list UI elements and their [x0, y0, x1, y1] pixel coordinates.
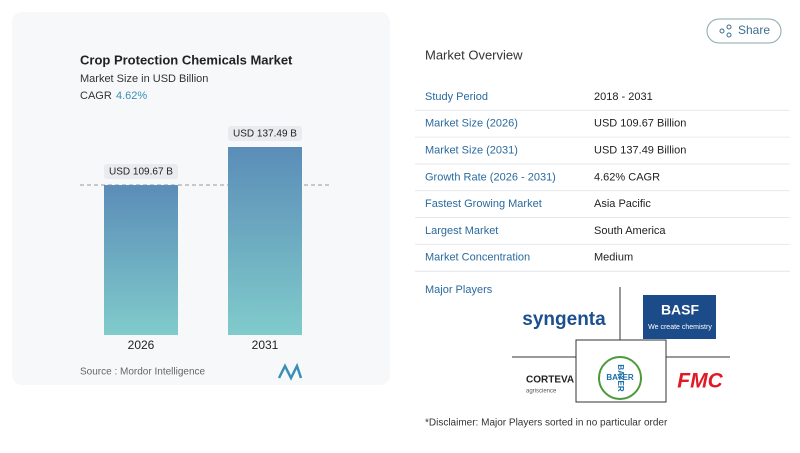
row-bg [415, 164, 790, 191]
value-label: USD 137.49 B [233, 129, 297, 140]
x-tick-label: 2031 [252, 338, 279, 352]
logos: syngenta BASF We create chemistry BAYER … [512, 287, 730, 403]
chart-title: Crop Protection Chemicals Market [80, 52, 293, 67]
row-label: Study Period [425, 91, 488, 103]
value-label-box [228, 126, 302, 141]
logo-bayer: BAYER [606, 373, 633, 382]
share-icon [726, 24, 732, 30]
row-label: Largest Market [425, 225, 498, 237]
cagr-label: CAGR [80, 90, 112, 102]
logo-basf-box [643, 295, 716, 339]
row-bg [415, 191, 790, 218]
divider [575, 339, 667, 403]
logo-corteva-tag: agriscience [526, 389, 557, 395]
bar [228, 147, 302, 335]
row-bg [415, 84, 790, 110]
share-box[interactable] [706, 18, 782, 44]
row-value: USD 109.67 Billion [594, 118, 686, 130]
row-label: Market Concentration [425, 252, 530, 264]
overview-title: Market Overview [425, 47, 523, 62]
row-bg [415, 110, 790, 137]
row-value: Asia Pacific [594, 198, 651, 210]
brand-logo [277, 362, 303, 381]
logo-fmc: FMC [677, 370, 723, 393]
share-button[interactable]: Share [706, 18, 782, 44]
logo-basf: BASF [661, 302, 700, 318]
value-label-box [104, 164, 178, 180]
row-bg [415, 244, 790, 271]
row-label: Fastest Growing Market [425, 198, 542, 210]
row-bg [415, 137, 790, 164]
x-tick-label: 2026 [128, 338, 155, 352]
cagr-value: 4.62% [116, 90, 147, 102]
bar [104, 185, 178, 335]
row-bg [415, 218, 790, 244]
row-value: 4.62% CAGR [594, 171, 660, 183]
chart-subtitle: Market Size in USD Billion [80, 73, 208, 85]
row-value: 2018 - 2031 [594, 91, 653, 103]
source: Source : Mordor Intelligence [80, 367, 206, 378]
value-label: USD 109.67 B [109, 167, 173, 178]
share-label[interactable]: Share [738, 23, 770, 37]
logo-basf-tag: We create chemistry [648, 324, 712, 331]
logo-bayer-ring [598, 356, 642, 400]
row-value: USD 137.49 Billion [594, 145, 686, 157]
row-label: Market Size (2031) [425, 145, 518, 157]
row-value: Medium [594, 252, 633, 264]
share-icon [719, 28, 725, 34]
logo-bayer: BAYER [616, 364, 625, 391]
disclaimer: *Disclaimer: Major Players sorted in no … [425, 418, 668, 429]
row-label: Growth Rate (2026 - 2031) [425, 171, 556, 183]
row-label: Market Size (2026) [425, 118, 518, 130]
players-title: Major Players [425, 284, 493, 296]
chart-card [12, 12, 390, 385]
logo-corteva: CORTEVA [526, 375, 574, 386]
row-value: South America [594, 225, 666, 237]
logo-syngenta: syngenta [522, 309, 606, 330]
share-icon [726, 32, 732, 38]
